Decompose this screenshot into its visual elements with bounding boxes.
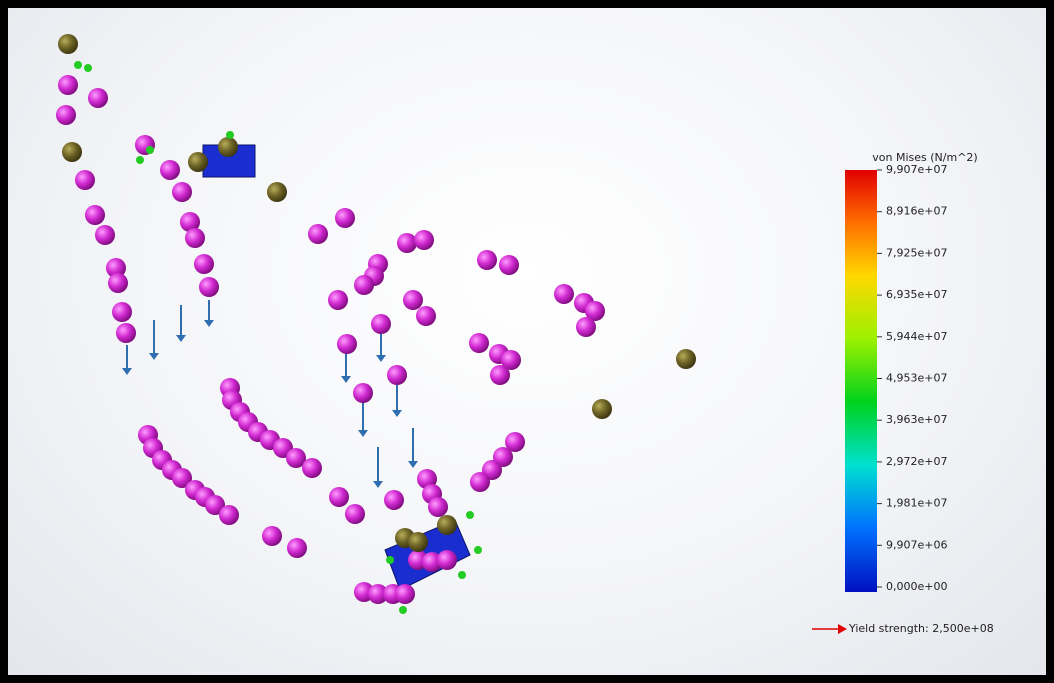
sphere [219, 505, 239, 525]
sphere [302, 458, 322, 478]
sphere [554, 284, 574, 304]
sphere [58, 75, 78, 95]
fixture-sphere [676, 349, 696, 369]
sphere [95, 225, 115, 245]
load-arrow-head [176, 335, 186, 342]
legend-label: 5,944e+07 [886, 330, 947, 343]
viewport: von Mises (N/m^2) 9,907e+078,916e+077,92… [0, 0, 1054, 683]
sphere [345, 504, 365, 524]
sphere [353, 383, 373, 403]
legend-label: 6,935e+07 [886, 288, 947, 301]
sphere [490, 365, 510, 385]
load-arrow-head [122, 368, 132, 375]
load-arrow-head [204, 320, 214, 327]
sphere [56, 105, 76, 125]
sphere [437, 550, 457, 570]
sphere [116, 323, 136, 343]
load-arrow-head [358, 430, 368, 437]
sphere [112, 302, 132, 322]
sphere [88, 88, 108, 108]
sphere [387, 365, 407, 385]
fixture-sphere [408, 532, 428, 552]
sphere [397, 233, 417, 253]
load-arrow-head [376, 355, 386, 362]
sphere [262, 526, 282, 546]
fixture-sphere [437, 515, 457, 535]
sphere [395, 584, 415, 604]
fixture-marker [474, 546, 482, 554]
fixture-marker [466, 511, 474, 519]
sphere [335, 208, 355, 228]
fixture-marker [458, 571, 466, 579]
scene: von Mises (N/m^2) 9,907e+078,916e+077,92… [0, 0, 1054, 683]
sphere [329, 487, 349, 507]
fixture-sphere [58, 34, 78, 54]
legend-label: 1,981e+07 [886, 497, 947, 510]
sphere [75, 170, 95, 190]
sphere [499, 255, 519, 275]
legend-label: 2,972e+07 [886, 455, 947, 468]
fixture-marker [84, 64, 92, 72]
load-arrow-head [149, 353, 159, 360]
sphere [416, 306, 436, 326]
legend-label: 3,963e+07 [886, 413, 947, 426]
sphere [477, 250, 497, 270]
model [56, 34, 696, 614]
legend-label: 9,907e+07 [886, 163, 947, 176]
sphere [160, 160, 180, 180]
fixture-marker [136, 156, 144, 164]
sphere [428, 497, 448, 517]
fixture-marker [386, 556, 394, 564]
load-arrow-head [341, 376, 351, 383]
load-arrow-head [373, 481, 383, 488]
legend-label: 4,953e+07 [886, 372, 947, 385]
load-arrow-head [392, 410, 402, 417]
legend-label: 9,907e+06 [886, 538, 947, 551]
fixture-sphere [62, 142, 82, 162]
sphere [337, 334, 357, 354]
sphere [108, 273, 128, 293]
sphere [308, 224, 328, 244]
sphere [576, 317, 596, 337]
fixture-marker [399, 606, 407, 614]
fixture-marker [74, 61, 82, 69]
load-arrow-head [408, 461, 418, 468]
sphere [85, 205, 105, 225]
sphere [287, 538, 307, 558]
fixture-sphere [218, 137, 238, 157]
sphere [172, 182, 192, 202]
fixture-marker [226, 131, 234, 139]
sphere [470, 472, 490, 492]
sphere [384, 490, 404, 510]
yield-arrow-head [838, 624, 847, 634]
sphere [199, 277, 219, 297]
sphere [371, 314, 391, 334]
sphere [469, 333, 489, 353]
sphere [194, 254, 214, 274]
sphere [354, 275, 374, 295]
sphere [403, 290, 423, 310]
fixture-sphere [267, 182, 287, 202]
legend-label: 7,925e+07 [886, 246, 947, 259]
fixture-sphere [592, 399, 612, 419]
sphere [414, 230, 434, 250]
legend-label: 0,000e+00 [886, 580, 947, 593]
legend-label: 8,916e+07 [886, 205, 947, 218]
sphere [328, 290, 348, 310]
yield-strength: Yield strength: 2,500e+08 [848, 622, 994, 635]
color-bar [845, 170, 877, 592]
sphere [185, 228, 205, 248]
fixture-sphere [188, 152, 208, 172]
fixture-marker [146, 146, 154, 154]
